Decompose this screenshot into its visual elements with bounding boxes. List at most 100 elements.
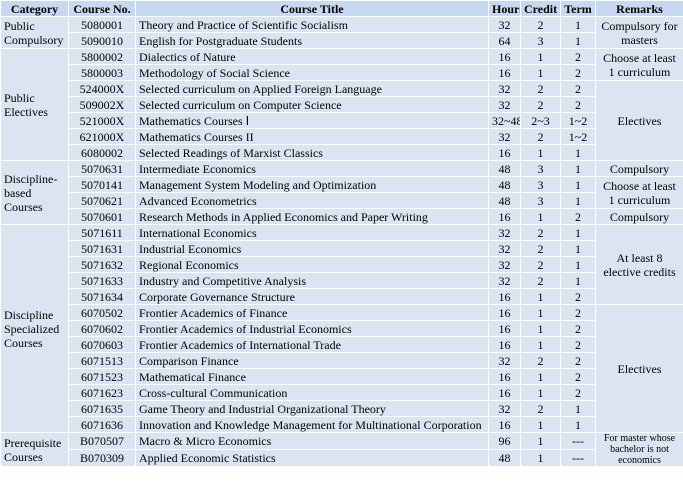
course-title-cell: Game Theory and Industrial Organizationa…: [135, 400, 489, 417]
hours-cell: 16: [488, 64, 521, 81]
course-no-cell: 5070141: [68, 176, 136, 193]
course-title-cell: Macro & Micro Economics: [135, 432, 489, 450]
course-title-cell: Mathematics Courses II: [135, 128, 489, 145]
remarks-cell: Compulsory: [595, 208, 683, 225]
table-row: 621000X Mathematics Courses II 32 2 1~2: [1, 128, 683, 145]
course-no-cell: B070507: [68, 432, 136, 450]
term-cell: 2: [560, 304, 596, 321]
column-header: Category: [0, 0, 69, 17]
table-row: 5071633 Industry and Competitive Analysis…: [1, 272, 683, 289]
credit-cell: 2: [520, 80, 561, 97]
course-no-cell: 6070502: [68, 304, 136, 321]
term-cell: 1: [560, 192, 596, 209]
column-header: Remarks: [595, 0, 683, 17]
course-no-cell: 521000X: [68, 112, 136, 129]
term-cell: 1: [560, 416, 596, 433]
term-cell: 1: [560, 400, 596, 417]
course-title-cell: Frontier Academics of Industrial Economi…: [135, 320, 489, 337]
course-title-cell: Frontier Academics of International Trad…: [135, 336, 489, 353]
hours-cell: 48: [488, 176, 521, 193]
table-row: 5071632 Regional Economics 32 2 1: [1, 256, 683, 273]
table-row: 5070601 Research Methods in Applied Econo…: [1, 208, 683, 225]
hours-cell: 48: [488, 192, 521, 209]
term-cell: 1: [560, 224, 596, 241]
hours-cell: 32: [488, 352, 521, 369]
term-cell: 1~2: [560, 128, 596, 145]
term-cell: 1: [560, 16, 596, 33]
course-no-cell: 6071635: [68, 400, 136, 417]
course-title-cell: Industry and Competitive Analysis: [135, 272, 489, 289]
credit-cell: 1: [520, 336, 561, 353]
course-title-cell: Corporate Governance Structure: [135, 288, 489, 305]
credit-cell: 3: [520, 32, 561, 49]
hours-cell: 16: [488, 304, 521, 321]
term-cell: 2: [560, 48, 596, 65]
table-row: Discipline-based Courses 5070631 Intermedi…: [0, 160, 683, 225]
term-cell: 2: [560, 288, 596, 305]
course-no-cell: 5800002: [68, 48, 136, 65]
term-cell: 1: [560, 240, 596, 257]
table-row: 6080002 Selected Readings of Marxist Clas…: [1, 144, 683, 161]
course-title-cell: Dialectics of Nature: [135, 48, 489, 65]
credit-cell: 1: [520, 368, 561, 385]
credit-cell: 1: [520, 449, 561, 467]
column-header: Course No.: [68, 0, 136, 17]
course-no-cell: 5070601: [68, 208, 136, 225]
table-row: Discipline Specialized Courses 5071611 Int…: [0, 224, 683, 433]
course-no-cell: 5071611: [68, 224, 136, 241]
hours-cell: 32: [488, 240, 521, 257]
hours-cell: 32: [488, 272, 521, 289]
course-no-cell: 5090010: [68, 32, 136, 49]
course-no-cell: 5070621: [68, 192, 136, 209]
table-row: 5071631 Industrial Economics 32 2 1: [1, 240, 683, 257]
term-cell: 1~2: [560, 112, 596, 129]
course-title-cell: Comparison Finance: [135, 352, 489, 369]
term-cell: 2: [560, 80, 596, 97]
credit-cell: 3: [520, 176, 561, 193]
table-row: 5800003 Methodology of Social Science 16 1 2: [1, 64, 683, 81]
course-no-cell: 6070603: [68, 336, 136, 353]
hours-cell: 16: [488, 144, 521, 161]
table-row: B070309 Applied Economic Statistics 48 1 ---: [1, 449, 683, 467]
credit-cell: 2: [520, 16, 561, 33]
term-cell: 2: [560, 384, 596, 401]
remarks-cell: Compulsory for masters: [595, 16, 683, 49]
hours-cell: 32~48: [488, 112, 521, 129]
course-no-cell: 5071632: [68, 256, 136, 273]
hours-cell: 16: [488, 368, 521, 385]
table-row: 6071513 Comparison Finance 32 2 2: [1, 352, 683, 369]
term-cell: 1: [560, 256, 596, 273]
course-no-cell: 621000X: [68, 128, 136, 145]
course-title-cell: Frontier Academics of Finance: [135, 304, 489, 321]
hours-cell: 16: [488, 48, 521, 65]
remarks-cell: At least 8 elective credits: [595, 224, 683, 305]
term-cell: 1: [560, 272, 596, 289]
table-row: 509002X Selected curriculum on Computer S…: [1, 96, 683, 113]
term-cell: 2: [560, 64, 596, 81]
column-header: Credit: [520, 0, 561, 17]
credit-cell: 1: [520, 304, 561, 321]
course-title-cell: Research Methods in Applied Economics an…: [135, 208, 489, 225]
course-no-cell: 5080001: [68, 16, 136, 33]
credit-cell: 2: [520, 128, 561, 145]
term-cell: ---: [560, 449, 596, 467]
table-row: 6071623 Cross-cultural Communication 16 1 2: [1, 384, 683, 401]
course-title-cell: Cross-cultural Communication: [135, 384, 489, 401]
course-no-cell: 5800003: [68, 64, 136, 81]
remarks-cell: Compulsory: [595, 160, 683, 177]
course-title-cell: Selected curriculum on Applied Foreign L…: [135, 80, 489, 97]
credit-cell: 1: [520, 432, 561, 450]
hours-cell: 32: [488, 224, 521, 241]
hours-cell: 32: [488, 128, 521, 145]
table-row: Prerequisite Courses B070507 Macro & Micro…: [0, 432, 683, 467]
category-cell: Prerequisite Courses: [0, 432, 69, 467]
course-title-cell: Theory and Practice of Scientific Social…: [135, 16, 489, 33]
hours-cell: 96: [488, 432, 521, 450]
credit-cell: 2~3: [520, 112, 561, 129]
remarks-cell: For master whose bachelor is not economi…: [595, 432, 683, 467]
term-cell: 1: [560, 144, 596, 161]
course-title-cell: Innovation and Knowledge Management for …: [135, 416, 489, 433]
column-header: Term: [560, 0, 596, 17]
